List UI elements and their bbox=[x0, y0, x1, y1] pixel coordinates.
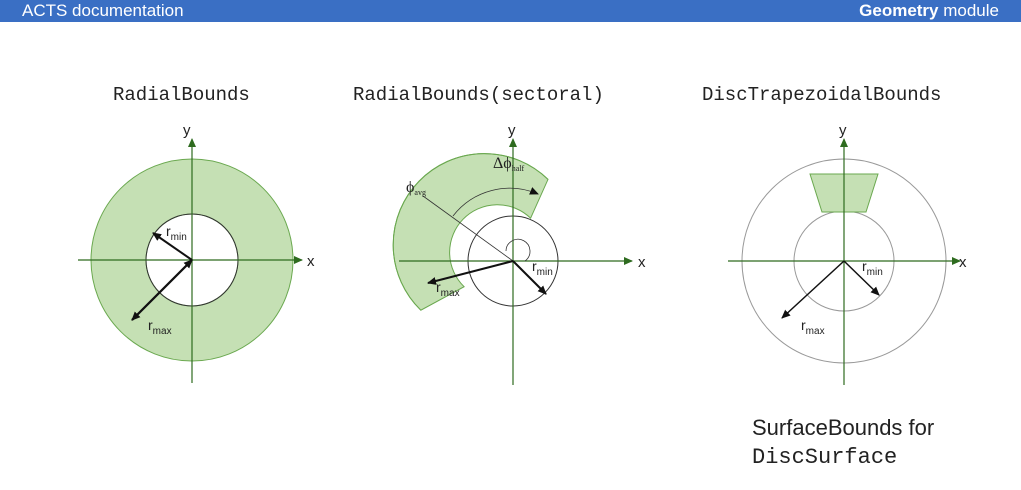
trapezoidal-x-label: x bbox=[959, 254, 967, 271]
sectoral-rmax-arrow bbox=[427, 260, 514, 285]
header-bar: ACTS documentation Geometry module bbox=[0, 0, 1021, 22]
sectoral-outer-arc bbox=[392, 153, 549, 311]
sectoral-x-label: x bbox=[638, 254, 646, 271]
header-module-suffix: module bbox=[938, 1, 999, 20]
sectoral-angle-arc bbox=[505, 238, 531, 262]
sectoral-rmax-label: rmax bbox=[436, 279, 460, 299]
radial-rmin-label: rmin bbox=[166, 223, 187, 243]
diagram-radial: x y rmin rmax bbox=[78, 122, 315, 383]
sectoral-rmin-arrow bbox=[512, 260, 547, 295]
trapezoidal-y-label: y bbox=[839, 122, 847, 139]
radial-rmax-label: rmax bbox=[148, 317, 172, 337]
diagram-sectoral: x y rmin rmax ϕavg Δϕhalf bbox=[392, 122, 646, 385]
caption-line-2: DiscSurface bbox=[752, 445, 898, 470]
caption-line-1: SurfaceBounds for bbox=[752, 415, 935, 440]
sectoral-rmin-label: rmin bbox=[532, 258, 553, 278]
diagram-title-trapezoidal: DiscTrapezoidalBounds bbox=[702, 84, 942, 106]
radial-y-label: y bbox=[183, 122, 191, 139]
diagram-trapezoidal: x y rmin rmax bbox=[728, 122, 967, 385]
trapezoidal-rmax-label: rmax bbox=[801, 317, 825, 337]
trapezoidal-rmax-arrow bbox=[781, 260, 845, 319]
header-module-bold: Geometry bbox=[859, 1, 939, 20]
trapezoidal-rmin-arrow bbox=[843, 260, 880, 296]
sectoral-phi-avg-label: ϕavg bbox=[406, 179, 426, 197]
header-module: Geometry module bbox=[859, 0, 999, 22]
radial-rmax-arrow-back bbox=[131, 259, 193, 321]
radial-x-label: x bbox=[307, 253, 315, 270]
diagram-title-radial: RadialBounds bbox=[113, 84, 250, 106]
sectoral-dphi-arc bbox=[452, 187, 539, 217]
trapezoidal-rmin-label: rmin bbox=[862, 258, 883, 278]
sectoral-phi-avg-line bbox=[422, 195, 514, 262]
sectoral-sector bbox=[392, 153, 549, 311]
sectoral-y-label: y bbox=[508, 122, 516, 139]
radial-rmin-arrow bbox=[152, 232, 193, 261]
sectoral-dphi-label: Δϕhalf bbox=[493, 155, 524, 173]
diagram-title-sectoral: RadialBounds(sectoral) bbox=[353, 84, 604, 106]
header-title: ACTS documentation bbox=[22, 1, 184, 20]
